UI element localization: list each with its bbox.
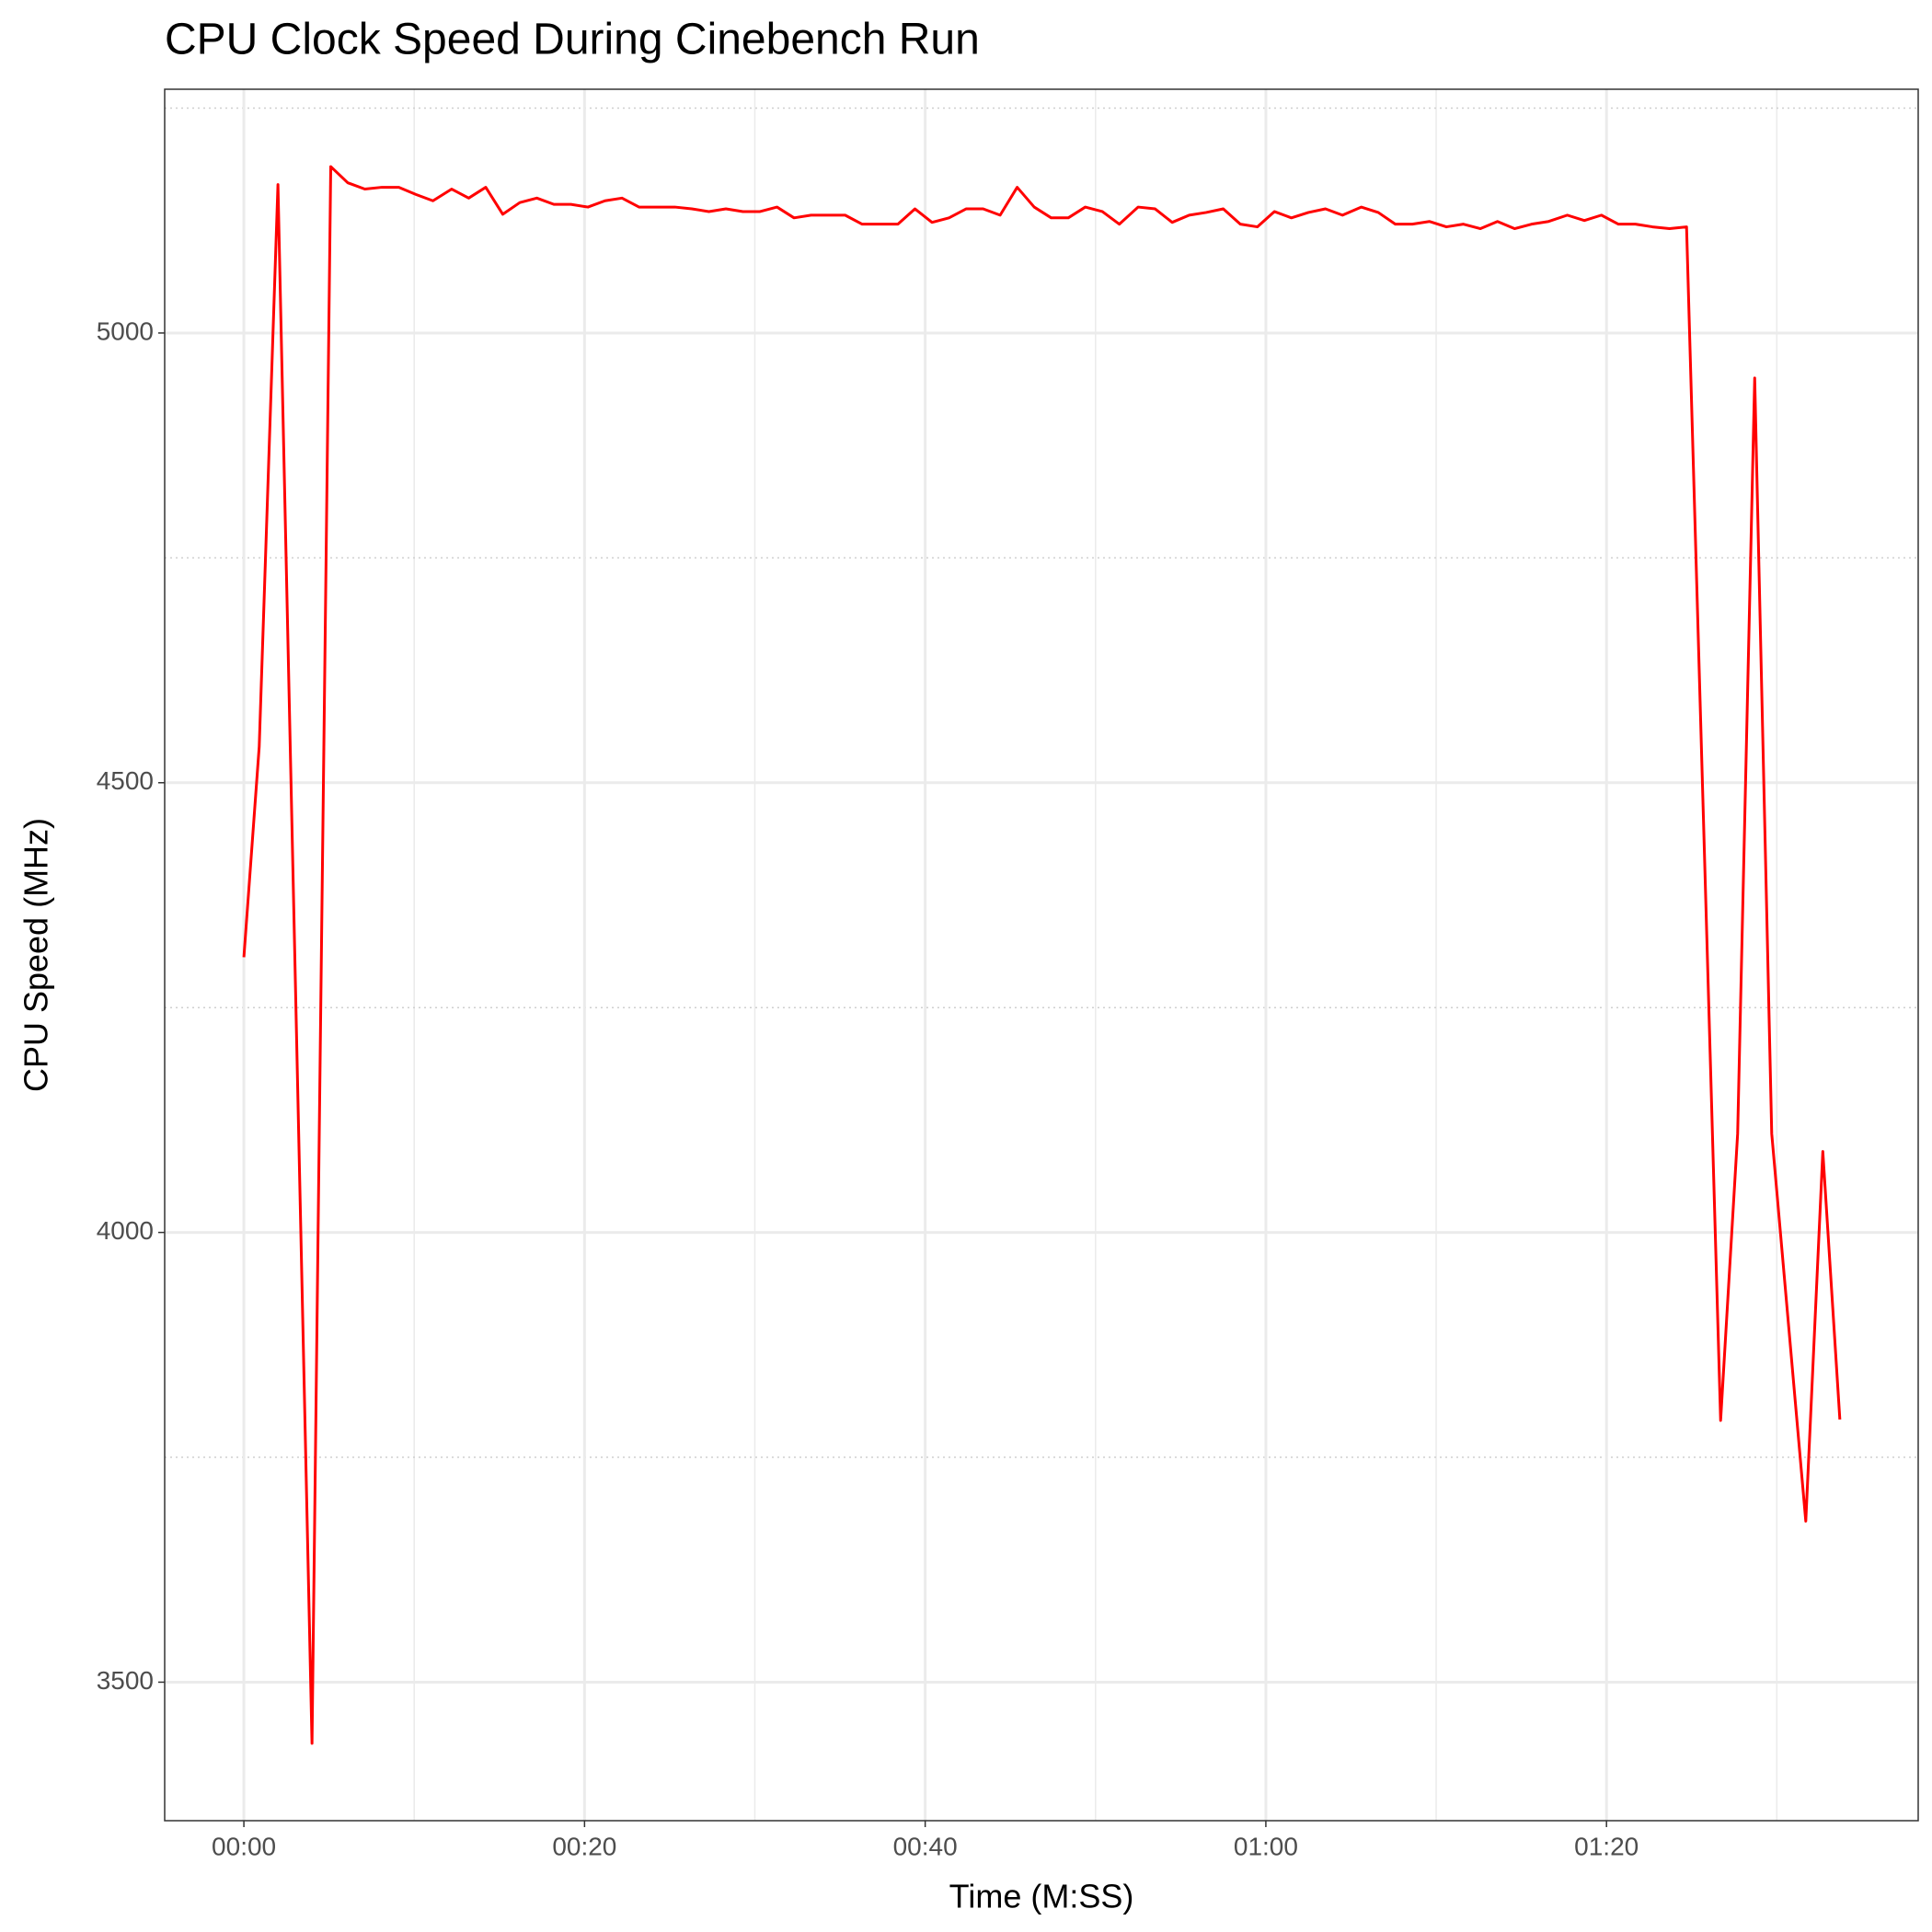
- y-tick-label: 3500: [97, 1666, 154, 1695]
- x-tick-label: 01:00: [1234, 1832, 1298, 1860]
- y-tick-label: 5000: [97, 316, 154, 345]
- y-axis-title: CPU Speed (MHz): [17, 818, 55, 1092]
- x-tick-label: 01:20: [1574, 1832, 1639, 1860]
- plot-border: [164, 88, 1919, 1822]
- x-axis-title: Time (M:SS): [949, 1878, 1134, 1915]
- y-tick-label: 4000: [97, 1216, 154, 1245]
- x-tick-label: 00:20: [552, 1832, 616, 1860]
- x-tick-label: 00:40: [893, 1832, 958, 1860]
- x-tick-label: 00:00: [212, 1832, 276, 1860]
- chart-title: CPU Clock Speed During Cinebench Run: [165, 16, 980, 64]
- data-line: [242, 165, 1842, 1745]
- y-tick-label: 4500: [97, 766, 154, 795]
